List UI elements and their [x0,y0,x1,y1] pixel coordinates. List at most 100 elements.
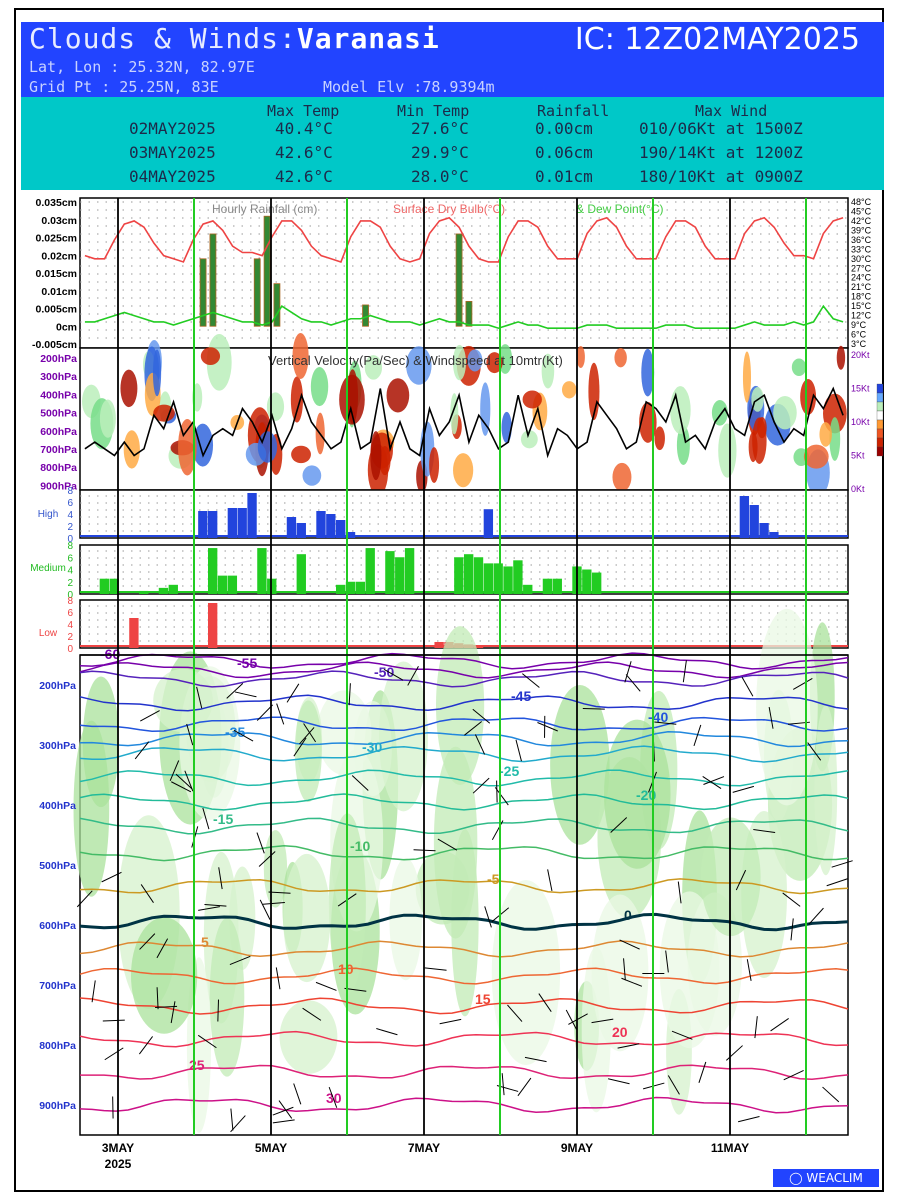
velocity-blob [614,348,627,368]
velocity-blob [386,378,410,413]
y-tick-label: 2 [67,522,73,533]
rainfall-bar [263,215,271,327]
velocity-blob [120,369,138,408]
y-tick-label: 900hPa [39,1100,76,1112]
isotherm-label: 30 [326,1090,342,1106]
velocity-blob [200,347,221,366]
wind-barb [741,676,754,697]
cloud-bar [483,563,494,594]
y-right-tick-label: 18°C [851,292,872,302]
y-right-tick-label: 20Kt [851,350,870,360]
isotherm-line [79,912,849,932]
isotherm-label: -15 [213,811,233,827]
wind-barb [472,708,491,724]
x-tick-label: 3MAY [102,1141,134,1155]
cloud-bar [582,569,592,594]
x-tick-label: 7MAY [408,1141,440,1155]
velocity-blob [561,381,577,399]
wind-barb [702,776,722,789]
windspeed-line [84,386,844,459]
wind-barb [140,884,154,903]
cloud-bar [552,578,562,594]
rainfall-bar [362,304,369,327]
y-right-tick-label: 0Kt [851,484,865,494]
cloud-bar [208,511,218,538]
y-right-tick-label: 12°C [851,311,872,321]
y-right-tick-label: 27°C [851,263,872,273]
wind-barb [737,1116,760,1123]
y-right-tick-label: 15Kt [851,384,870,394]
humidity-blob [378,661,428,812]
isotherm-line [79,670,849,688]
velocity-blob [836,345,846,370]
model-elevation: Model Elv :78.9394m [323,78,495,96]
velocity-blob [576,345,585,368]
wind-barb [826,878,848,887]
isotherm-line [80,1064,849,1081]
wind-barb [793,678,813,690]
wind-barb [682,660,687,683]
velocity-blob [612,462,632,492]
medium-cloud-label: Medium [30,563,66,574]
dewpoint-line [84,304,844,330]
velocity-blob [302,465,322,486]
wind-barb [703,776,725,785]
y-right-tick-label: 10Kt [851,417,870,427]
velocity-blob [718,423,737,478]
wind-barb [537,722,558,732]
legend-dewpoint: & Dew Point(°C) [576,202,664,216]
velocity-blob [752,417,767,464]
row-max-temp: 40.4°C [275,119,333,138]
wind-barb [328,1086,338,1108]
wind-barb [494,787,509,806]
wind-barb [617,1043,640,1049]
humidity-blob [389,857,423,981]
y-tick-label: 800hPa [39,1040,76,1052]
velocity-blob [406,346,432,385]
y-right-tick-label: 33°C [851,244,872,254]
wind-barb [217,999,219,1022]
wind-barb [276,703,285,725]
humidity-blob [491,880,561,1066]
isotherm-line [79,731,849,748]
isotherm-label: -25 [499,763,519,779]
velocity-blob [266,392,285,421]
x-tick-label: 9MAY [561,1141,593,1155]
row-max-wind: 190/14Kt at 1200Z [639,143,803,162]
rainfall-bar [209,233,217,327]
wind-barb [268,891,291,894]
isotherm-line [79,878,849,895]
wind-barb [76,890,93,908]
wind-barb [293,737,307,757]
cloud-bar [296,554,306,594]
page-title: Clouds & Winds:Varanasi [29,22,440,55]
wind-barb [607,1078,630,1085]
wind-barb [524,1056,547,1063]
isotherm-line [79,694,849,712]
wind-barb [808,907,824,925]
isotherm-label: -60 [100,646,120,662]
wind-barb [302,1007,322,1021]
low-cloud-label: Low [39,628,58,639]
wind-barb [665,950,669,973]
wind-barb [139,933,156,950]
humidity-blob [263,830,288,908]
isotherm-label: -5 [487,871,500,887]
wind-barb [262,902,285,905]
y-tick-label: 4 [67,510,73,521]
wind-barb [547,869,553,892]
wind-barb [735,869,747,891]
velocity-blob [453,453,474,488]
panel-title: Vertical Velocity(Pa/Sec) & Windspeed at… [268,353,563,368]
wind-barb [782,892,801,907]
y-tick-label: 0.025cm [36,233,77,245]
wind-barb [522,673,540,688]
cloud-bar [257,548,267,594]
cloud-bar [296,523,306,538]
wind-barb [623,958,626,981]
cloud-bar [395,557,405,594]
y-right-tick-label: 5Kt [851,451,865,461]
velocity-blob [823,393,847,434]
velocity-blob [152,349,162,397]
velocity-blob [742,351,752,403]
